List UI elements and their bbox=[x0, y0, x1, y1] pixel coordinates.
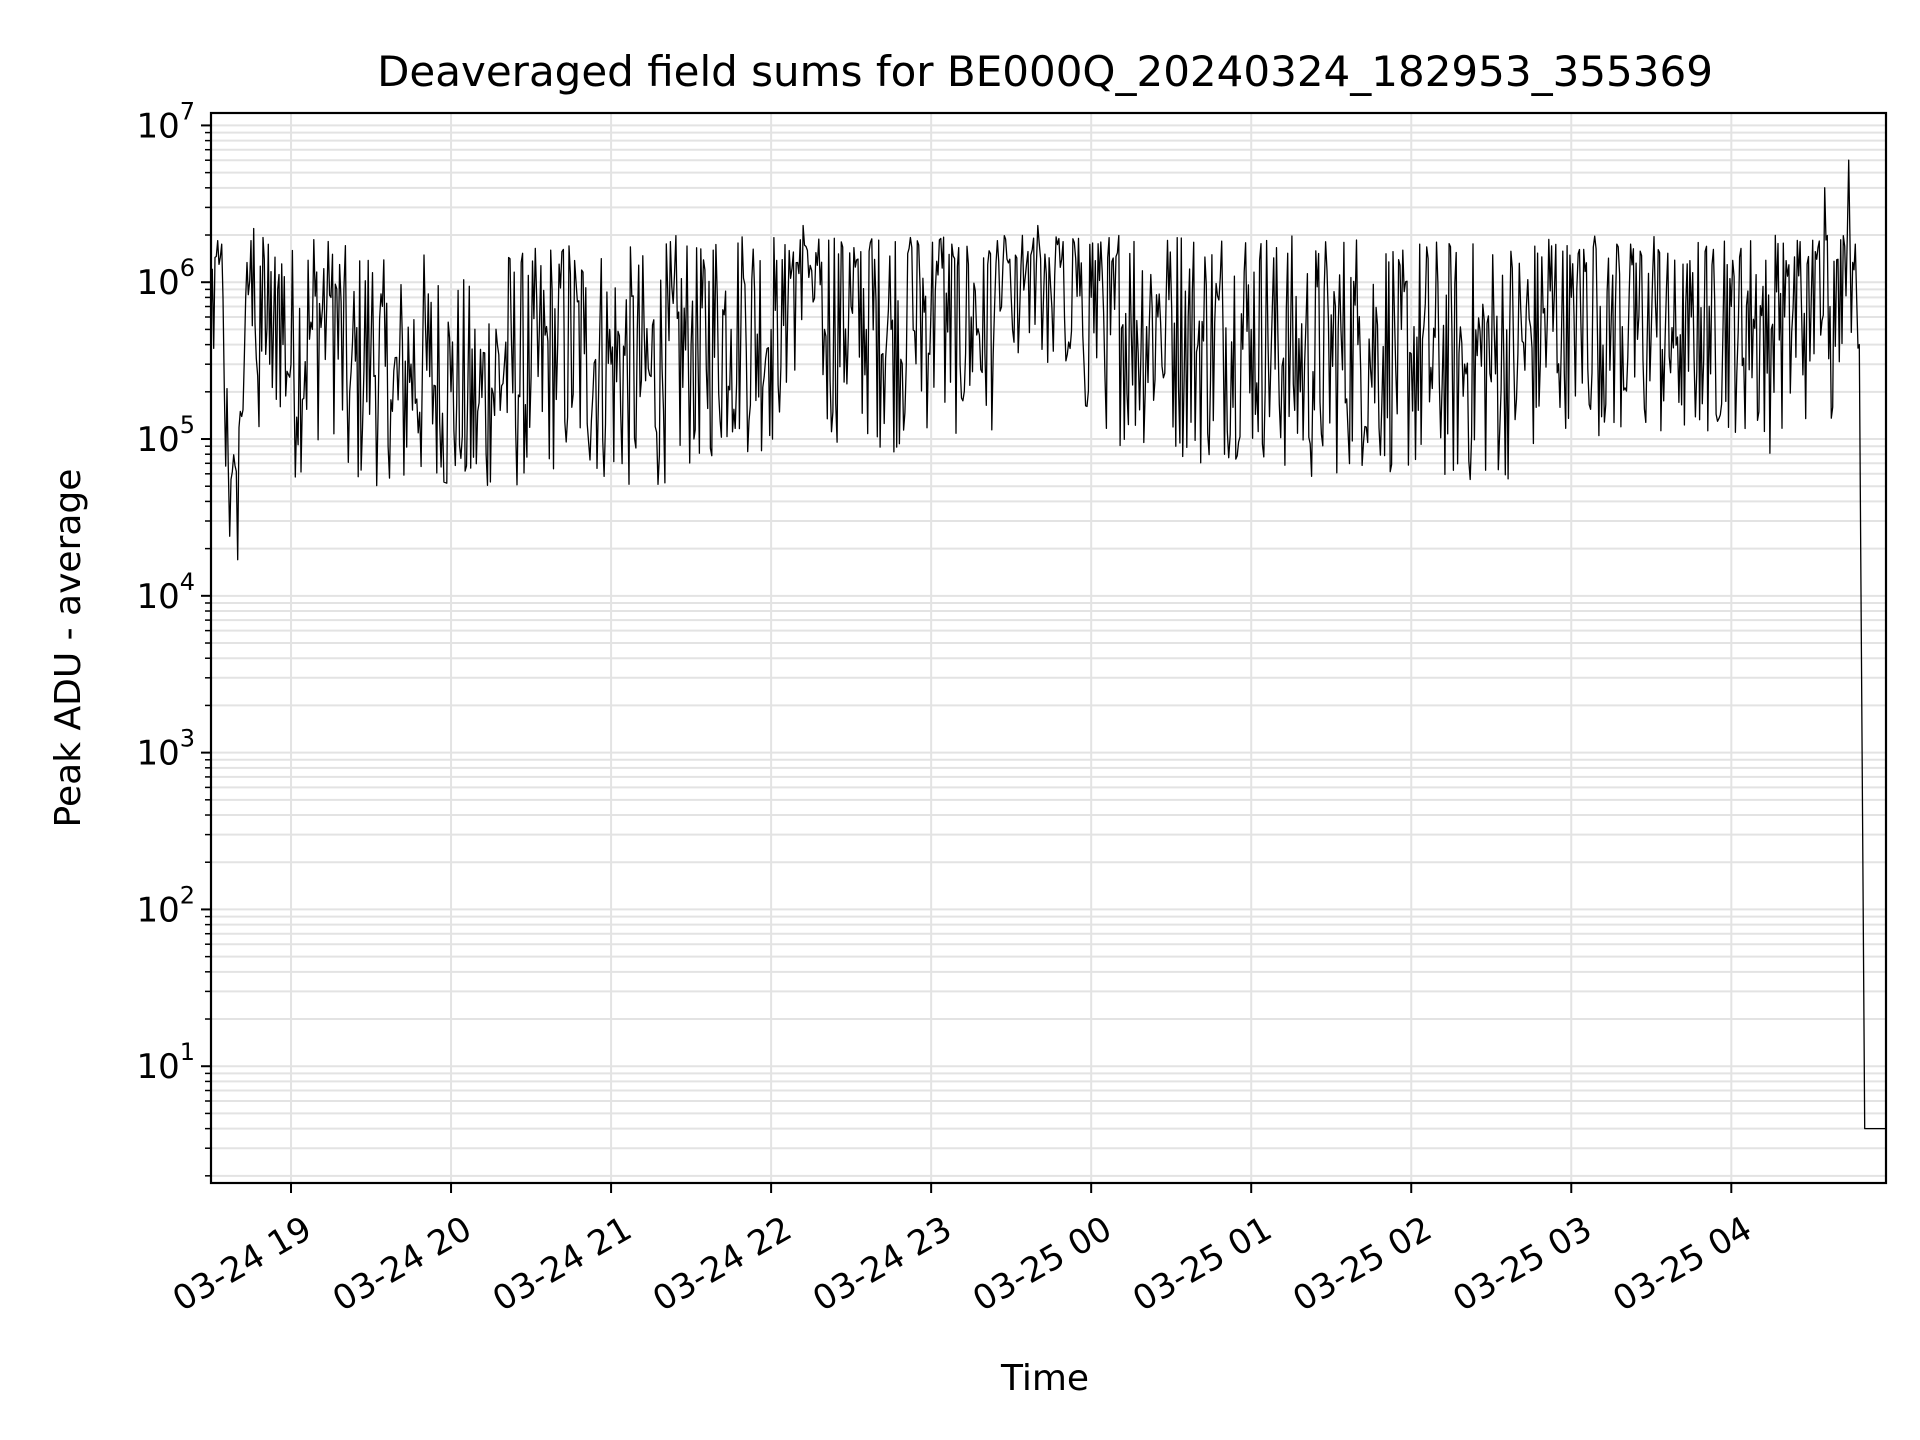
plot-frame bbox=[209, 111, 1888, 1185]
y-tick-label: 105 bbox=[136, 411, 195, 460]
x-tick-label: 03-24 21 bbox=[486, 1209, 638, 1320]
y-tick-label: 104 bbox=[136, 568, 195, 617]
y-tick-label: 103 bbox=[136, 725, 195, 774]
x-tick-label: 03-25 00 bbox=[966, 1209, 1118, 1320]
y-tick-label: 106 bbox=[136, 254, 195, 303]
y-tick-label: 101 bbox=[136, 1038, 195, 1087]
x-tick-label: 03-24 19 bbox=[166, 1209, 318, 1320]
x-tick-label: 03-25 04 bbox=[1606, 1209, 1758, 1320]
x-tick-label: 03-25 03 bbox=[1446, 1209, 1598, 1320]
x-tick-label: 03-25 01 bbox=[1126, 1209, 1278, 1320]
series-line bbox=[210, 159, 1886, 1130]
series-layer bbox=[210, 159, 1886, 1130]
x-tick-label: 03-25 02 bbox=[1286, 1209, 1438, 1320]
y-tick-label: 102 bbox=[136, 881, 195, 930]
y-tick-label: 107 bbox=[136, 97, 195, 146]
y-axis-label: Peak ADU - average bbox=[48, 469, 89, 828]
x-tick-label: 03-24 20 bbox=[326, 1209, 478, 1320]
chart-title: Deaveraged field sums for BE000Q_2024032… bbox=[377, 47, 1713, 96]
x-axis-label: Time bbox=[1000, 1358, 1089, 1399]
x-tick-label: 03-24 23 bbox=[806, 1209, 958, 1320]
x-tick-label: 03-24 22 bbox=[646, 1209, 798, 1320]
